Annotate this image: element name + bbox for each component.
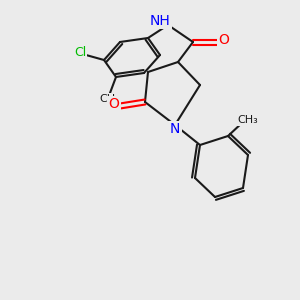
Text: O: O [109, 97, 119, 111]
Text: O: O [219, 33, 230, 47]
Text: N: N [170, 122, 180, 136]
Text: NH: NH [150, 14, 170, 28]
Text: CH₃: CH₃ [238, 115, 258, 125]
Text: Cl: Cl [74, 46, 86, 59]
Text: CH₃: CH₃ [100, 94, 120, 104]
